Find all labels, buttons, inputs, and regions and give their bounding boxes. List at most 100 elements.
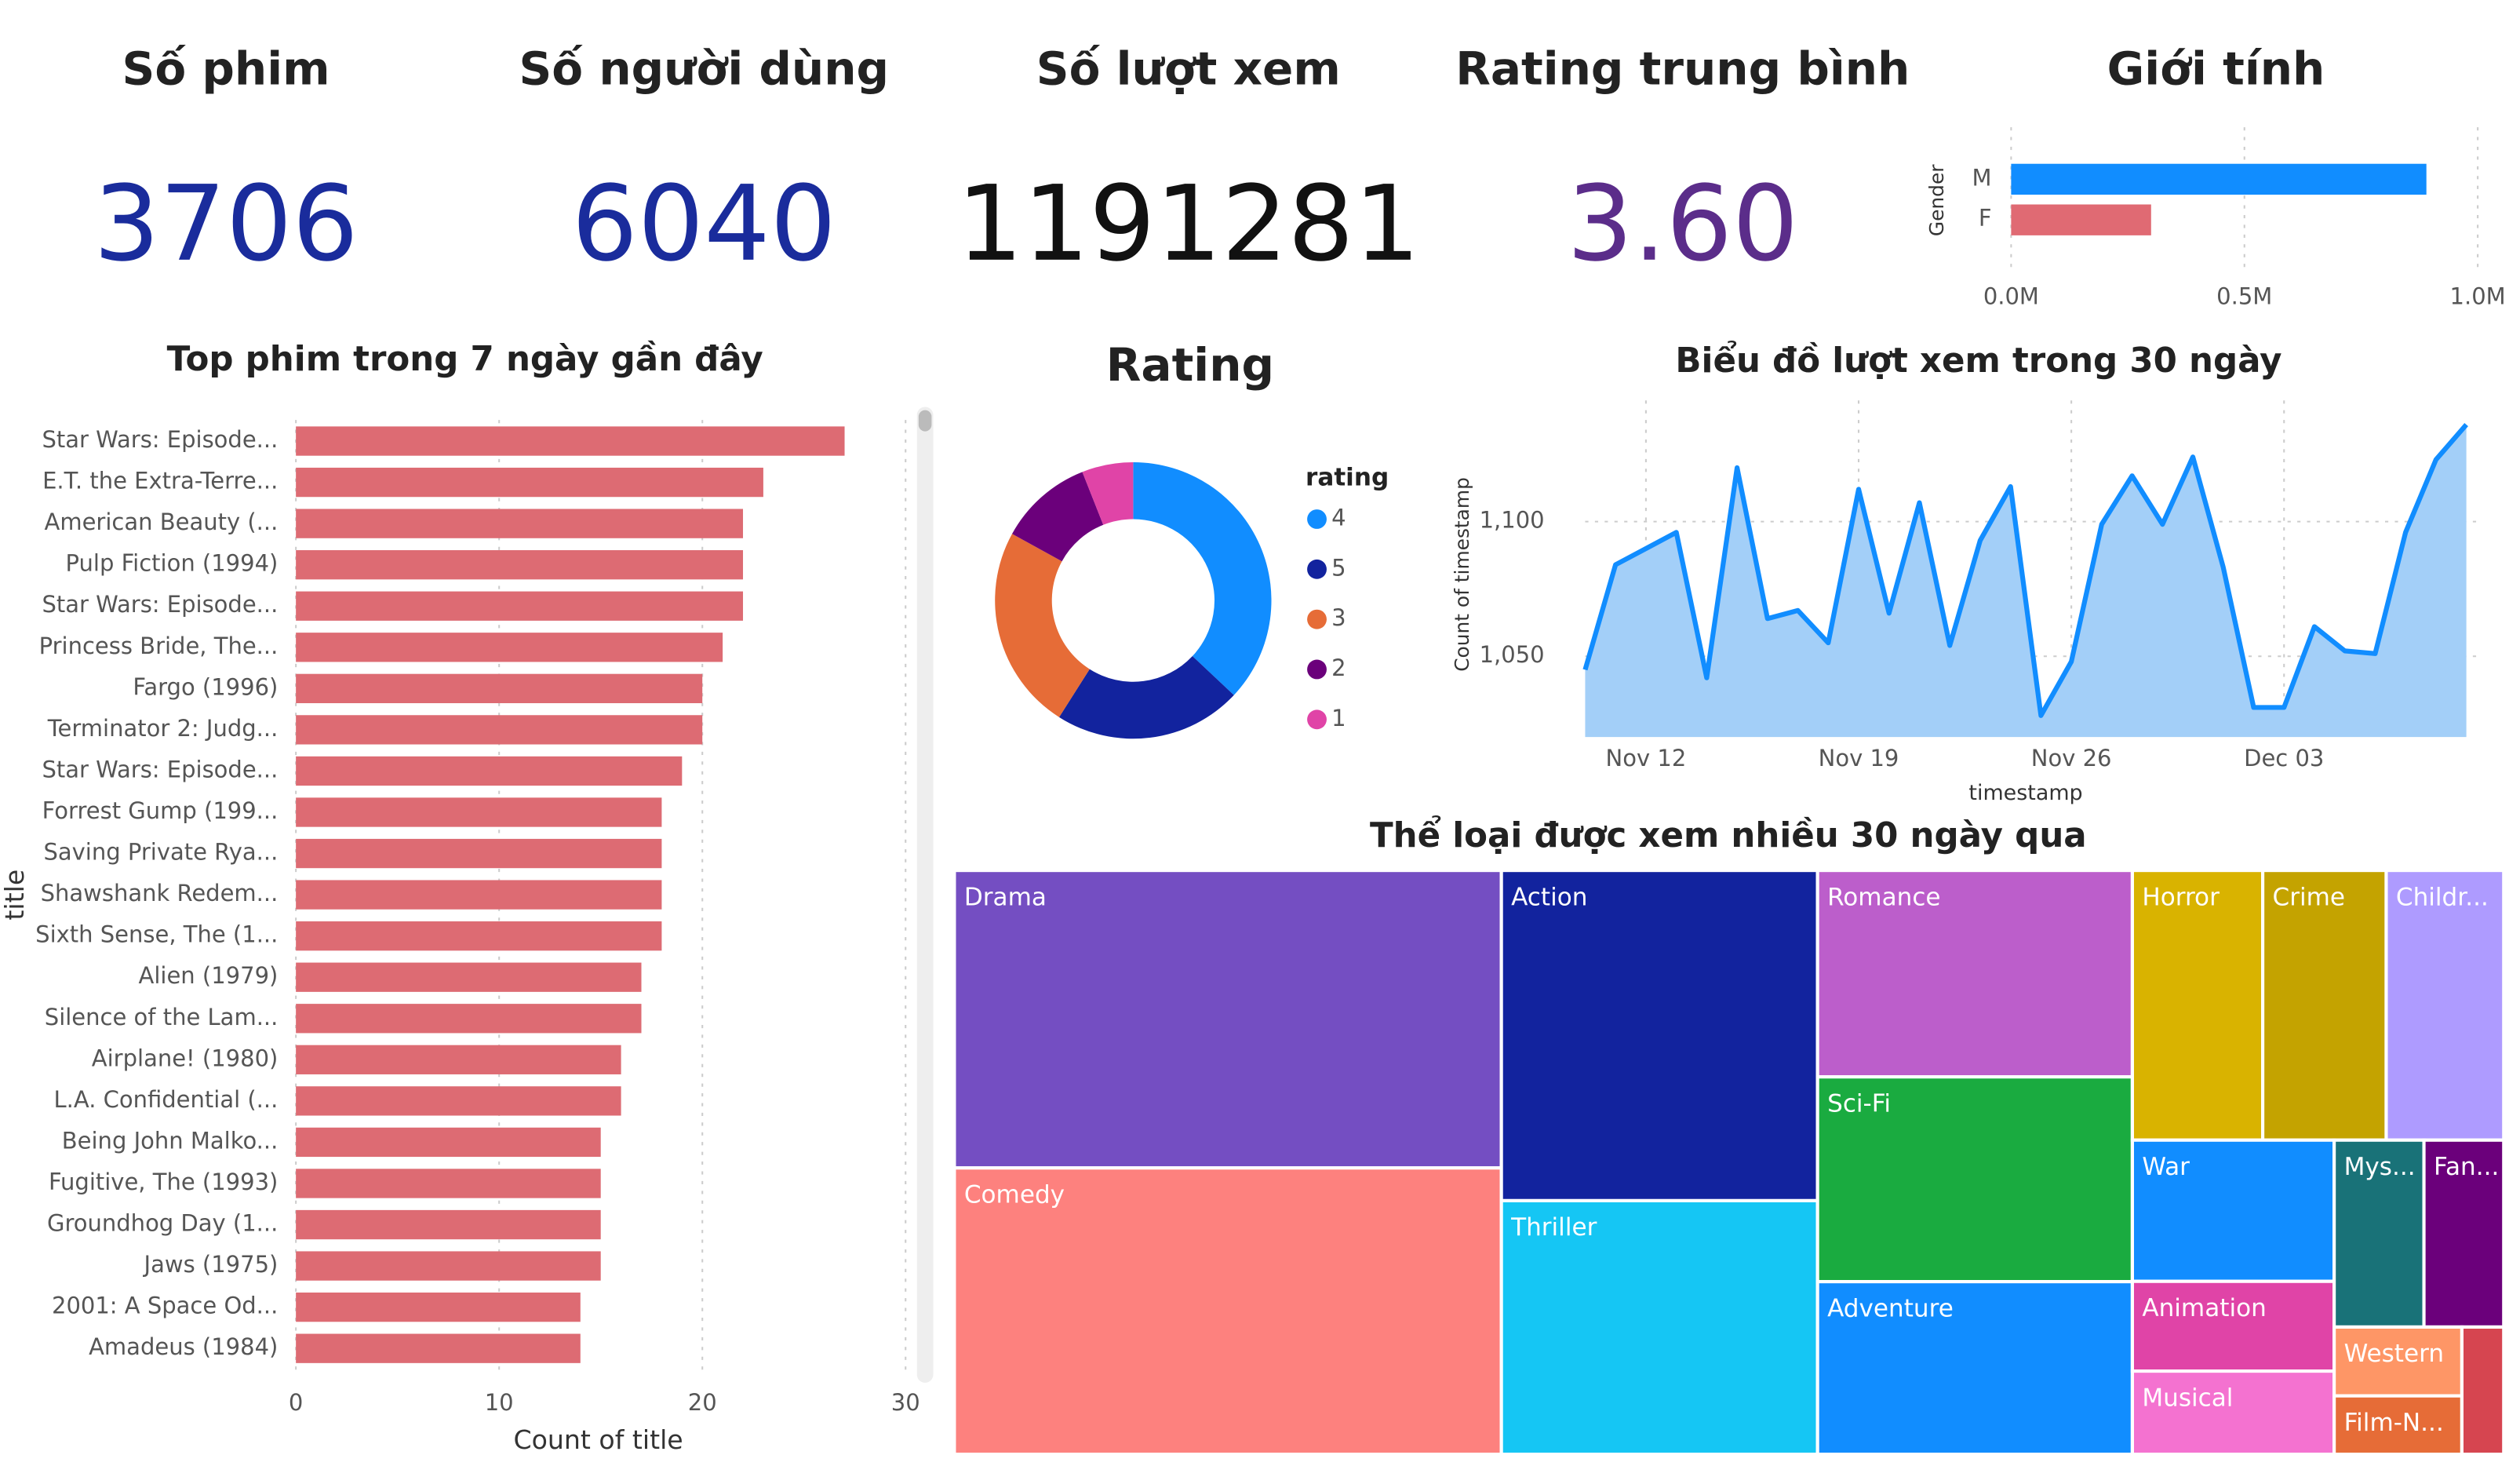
y-tick-label: Sixth Sense, The (1... xyxy=(35,921,278,948)
y-tick-label: Terminator 2: Judg... xyxy=(47,715,279,742)
treemap-cell xyxy=(2332,1325,2464,1398)
treemap-cell xyxy=(2422,1138,2506,1329)
legend-marker xyxy=(1307,609,1327,629)
kpi-label: Số phim xyxy=(122,42,330,96)
bar xyxy=(296,509,744,538)
y-tick-label: 2001: A Space Od... xyxy=(52,1293,278,1319)
bar xyxy=(296,1169,601,1198)
kpi-value: 1191281 xyxy=(957,164,1421,285)
bar xyxy=(296,962,642,992)
y-tick-label: E.T. the Extra-Terre... xyxy=(42,468,278,494)
donut-slice xyxy=(1012,472,1104,562)
treemap-cell xyxy=(2332,1138,2426,1329)
treemap-label: Action xyxy=(1511,883,1587,911)
y-tick-label: Being John Malko... xyxy=(62,1127,279,1154)
treemap-cell xyxy=(2384,869,2506,1142)
bar xyxy=(296,715,703,745)
treemap-label: Crime xyxy=(2273,883,2346,911)
bar xyxy=(296,550,744,580)
y-axis-label: title xyxy=(0,870,30,921)
y-tick-label: Princess Bride, The... xyxy=(39,633,279,659)
treemap-label: Comedy xyxy=(964,1180,1065,1209)
x-tick-label: 0.5M xyxy=(2216,283,2272,310)
legend-title: rating xyxy=(1306,464,1389,492)
legend-marker xyxy=(1307,659,1327,680)
treemap-label: Animation xyxy=(2142,1294,2266,1322)
kpi-label: Số lượt xem xyxy=(1036,42,1341,96)
bar xyxy=(296,1127,601,1158)
y-tick-label: Fugitive, The (1993) xyxy=(49,1169,278,1195)
chart-title: Biểu đồ lượt xem trong 30 ngày xyxy=(1675,341,2281,381)
treemap-label: Mys... xyxy=(2344,1153,2416,1181)
bar xyxy=(2011,163,2427,195)
x-tick-label: 30 xyxy=(891,1389,920,1416)
bar xyxy=(296,1251,601,1281)
bar xyxy=(296,921,662,951)
donut-slice xyxy=(1058,656,1234,739)
bar xyxy=(296,838,662,869)
kpi-value: 3.60 xyxy=(1567,164,1798,285)
y-tick-label: F xyxy=(1979,205,1992,232)
donut-slice xyxy=(995,534,1090,717)
y-tick-label: Silence of the Lam... xyxy=(45,1004,279,1030)
legend-label: 1 xyxy=(1331,705,1346,731)
legend-label: 3 xyxy=(1331,604,1346,631)
bar xyxy=(296,880,662,910)
treemap-cell xyxy=(1815,1280,2134,1457)
treemap-label: War xyxy=(2142,1153,2190,1181)
chart-title: Thể loại được xem nhiều 30 ngày qua xyxy=(1370,815,2087,855)
y-tick-label: Jaws (1975) xyxy=(143,1251,279,1278)
treemap-cell xyxy=(2130,1279,2336,1373)
treemap-cell xyxy=(2460,1325,2506,1457)
y-tick-label: Saving Private Rya... xyxy=(43,839,278,866)
chart-title: Giới tính xyxy=(2107,42,2325,96)
legend-label: 5 xyxy=(1331,554,1346,581)
y-tick-label: L.A. Confidential (... xyxy=(53,1086,278,1113)
treemap-cell xyxy=(2130,869,2265,1142)
kpi-value: 3706 xyxy=(93,164,358,285)
bar xyxy=(296,426,845,456)
treemap-label: Sci-Fi xyxy=(1827,1089,1891,1118)
bar xyxy=(296,467,763,498)
y-tick-label: Forrest Gump (199... xyxy=(42,797,279,824)
x-tick-label: Nov 26 xyxy=(2031,745,2112,771)
treemap-cell xyxy=(952,1166,1503,1457)
scrollbar-thumb[interactable] xyxy=(918,410,932,432)
bar xyxy=(296,1004,642,1034)
y-tick-label: Star Wars: Episode... xyxy=(42,591,278,618)
y-tick-label: Star Wars: Episode... xyxy=(42,426,278,453)
kpi-value: 6040 xyxy=(572,164,836,285)
legend-label: 4 xyxy=(1331,504,1346,531)
chart-title: Top phim trong 7 ngày gần đây xyxy=(167,340,763,379)
bar xyxy=(296,1209,601,1240)
bar xyxy=(296,1086,621,1116)
x-tick-label: Nov 12 xyxy=(1606,745,1687,771)
bar xyxy=(296,756,683,786)
x-axis-label: Count of title xyxy=(513,1424,683,1455)
y-tick-label: Fargo (1996) xyxy=(133,673,278,700)
y-tick-label: Shawshank Redem... xyxy=(41,880,279,906)
treemap-cell xyxy=(2332,1394,2464,1457)
bar xyxy=(296,1292,581,1322)
y-tick-label: Star Wars: Episode... xyxy=(42,756,278,782)
y-axis-label: Gender xyxy=(1925,164,1948,236)
y-tick-label: Amadeus (1984) xyxy=(89,1333,278,1360)
y-tick-label: Pulp Fiction (1994) xyxy=(66,550,279,577)
y-tick-label: 1,100 xyxy=(1480,507,1545,534)
y-tick-label: American Beauty (... xyxy=(45,509,279,535)
y-tick-label: Airplane! (1980) xyxy=(92,1045,279,1071)
bar xyxy=(2011,204,2151,235)
treemap-label: Musical xyxy=(2142,1384,2233,1412)
bar xyxy=(296,1045,621,1074)
x-tick-label: 1.0M xyxy=(2450,283,2506,310)
scrollbar-track xyxy=(916,407,934,1383)
treemap-cell xyxy=(2261,869,2388,1142)
y-tick-label: 1,050 xyxy=(1480,641,1545,668)
treemap-cell xyxy=(952,869,1503,1170)
treemap-cell xyxy=(1815,869,2134,1079)
treemap-label: Thriller xyxy=(1510,1213,1597,1242)
x-tick-label: Dec 03 xyxy=(2244,745,2324,771)
area xyxy=(1585,425,2467,738)
legend-marker xyxy=(1307,709,1327,730)
